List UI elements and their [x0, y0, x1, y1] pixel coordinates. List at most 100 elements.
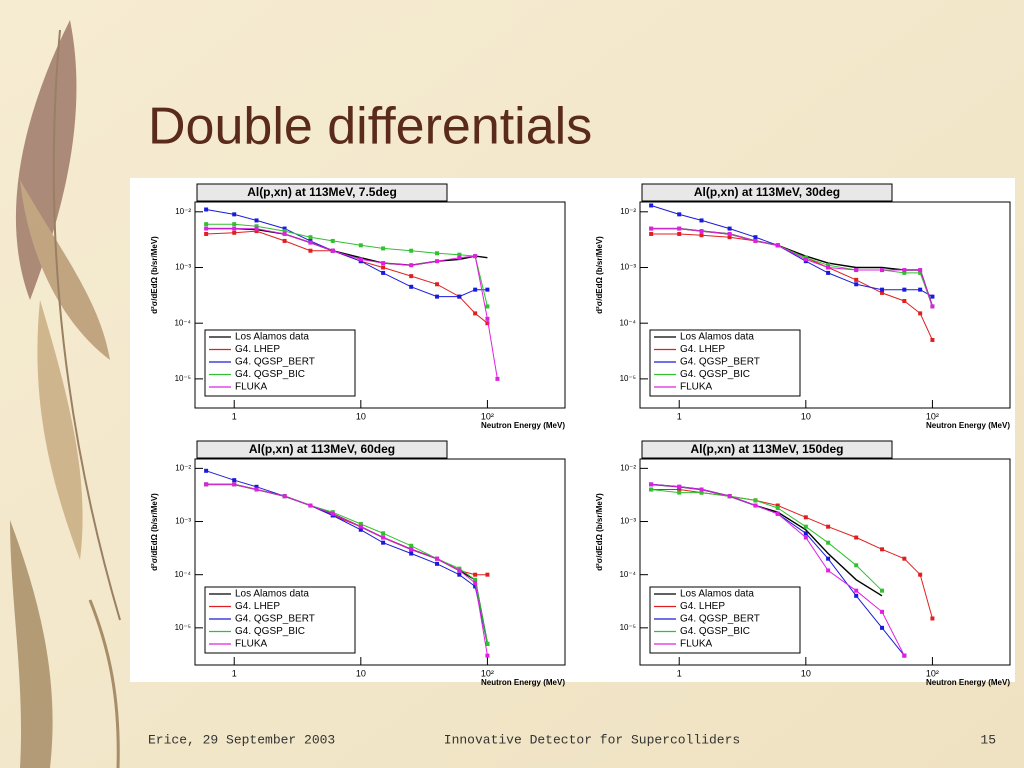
data-point	[204, 231, 209, 236]
data-point	[880, 268, 885, 273]
data-point	[254, 224, 259, 229]
x-tick-label: 1	[232, 411, 237, 421]
data-point	[677, 490, 682, 495]
data-point	[204, 207, 209, 212]
data-point	[330, 238, 335, 243]
data-point	[232, 222, 237, 227]
legend-label: Los Alamos data	[680, 589, 754, 600]
legend-box	[649, 586, 801, 654]
data-point	[826, 265, 831, 270]
data-point	[485, 641, 490, 646]
data-point	[918, 311, 923, 316]
y-tick-label: 10⁻³	[620, 517, 636, 526]
legend-box	[204, 329, 356, 397]
data-point	[381, 540, 386, 545]
legend-label: G4. QGSP_BERT	[235, 357, 315, 368]
data-point	[649, 231, 654, 236]
x-axis-label: Neutron Energy (MeV)	[481, 678, 565, 687]
data-point	[753, 498, 758, 503]
data-point	[902, 556, 907, 561]
data-point	[699, 218, 704, 223]
data-point	[826, 270, 831, 275]
data-point	[358, 243, 363, 248]
data-point	[282, 238, 287, 243]
data-point	[485, 316, 490, 321]
y-tick-label: 10⁻⁴	[174, 570, 191, 579]
chart: 1 10 10² 10⁻² 10⁻³ 10⁻⁴ 10⁻⁵ Neutron Energy (Me…	[150, 440, 566, 687]
data-point	[902, 268, 907, 273]
data-point	[282, 231, 287, 236]
data-point	[435, 282, 440, 287]
data-point	[232, 212, 237, 217]
data-point	[854, 593, 859, 598]
chart-title: Al(p,xn) at 113MeV, 60deg	[249, 442, 395, 456]
data-point	[699, 490, 704, 495]
data-point	[775, 503, 780, 508]
data-point	[473, 572, 478, 577]
data-point	[409, 284, 414, 289]
data-point	[381, 261, 386, 266]
data-point	[381, 535, 386, 540]
data-point	[826, 524, 831, 529]
y-tick-label: 10⁻⁴	[619, 570, 636, 579]
data-point	[803, 524, 808, 529]
data-point	[232, 230, 237, 235]
x-tick-label: 10	[801, 668, 811, 678]
data-point	[204, 468, 209, 473]
data-point	[753, 235, 758, 240]
data-point	[699, 233, 704, 238]
y-tick-label: 10⁻⁵	[175, 374, 191, 383]
footer-left: Erice, 29 September 2003	[148, 732, 335, 747]
chart-title: Al(p,xn) at 113MeV, 150deg	[691, 442, 844, 456]
data-point	[753, 503, 758, 508]
data-point	[204, 226, 209, 231]
x-tick-label: 10	[356, 668, 366, 678]
data-point	[457, 572, 462, 577]
data-point	[902, 299, 907, 304]
data-point	[485, 304, 490, 309]
data-point	[826, 556, 831, 561]
data-point	[918, 572, 923, 577]
data-point	[854, 588, 859, 593]
legend-label: G4. QGSP_BIC	[235, 626, 305, 637]
data-point	[803, 515, 808, 520]
data-point	[435, 294, 440, 299]
data-point	[204, 222, 209, 227]
data-point	[775, 243, 780, 248]
data-point	[282, 226, 287, 231]
data-point	[826, 568, 831, 573]
data-point	[803, 535, 808, 540]
legend-label: Los Alamos data	[235, 332, 309, 343]
data-point	[409, 274, 414, 279]
data-point	[677, 484, 682, 489]
data-point	[473, 287, 478, 292]
y-tick-label: 10⁻⁵	[620, 374, 636, 383]
x-tick-label: 10²	[926, 411, 939, 421]
legend-label: G4. QGSP_BIC	[680, 626, 750, 637]
data-point	[727, 494, 732, 499]
data-point	[204, 482, 209, 487]
y-tick-label: 10⁻³	[620, 263, 636, 272]
series-line	[651, 489, 883, 592]
chart-title: Al(p,xn) at 113MeV, 7.5deg	[247, 185, 397, 199]
data-point	[826, 263, 831, 268]
data-point	[699, 487, 704, 492]
x-tick-label: 1	[232, 668, 237, 678]
data-point	[330, 248, 335, 253]
data-point	[473, 580, 478, 585]
data-point	[435, 251, 440, 256]
data-point	[649, 226, 654, 231]
data-point	[473, 254, 478, 259]
data-point	[485, 572, 490, 577]
data-point	[409, 543, 414, 548]
data-point	[381, 270, 386, 275]
data-point	[930, 337, 935, 342]
chart-title: Al(p,xn) at 113MeV, 30deg	[694, 185, 840, 199]
x-tick-label: 1	[677, 668, 682, 678]
data-point	[854, 277, 859, 282]
data-point	[254, 229, 259, 234]
data-point	[232, 226, 237, 231]
x-axis-label: Neutron Energy (MeV)	[481, 421, 565, 430]
data-point	[254, 487, 259, 492]
chart: 1 10 10² 10⁻² 10⁻³ 10⁻⁴ 10⁻⁵ Neutron Energy (Me…	[150, 183, 566, 430]
